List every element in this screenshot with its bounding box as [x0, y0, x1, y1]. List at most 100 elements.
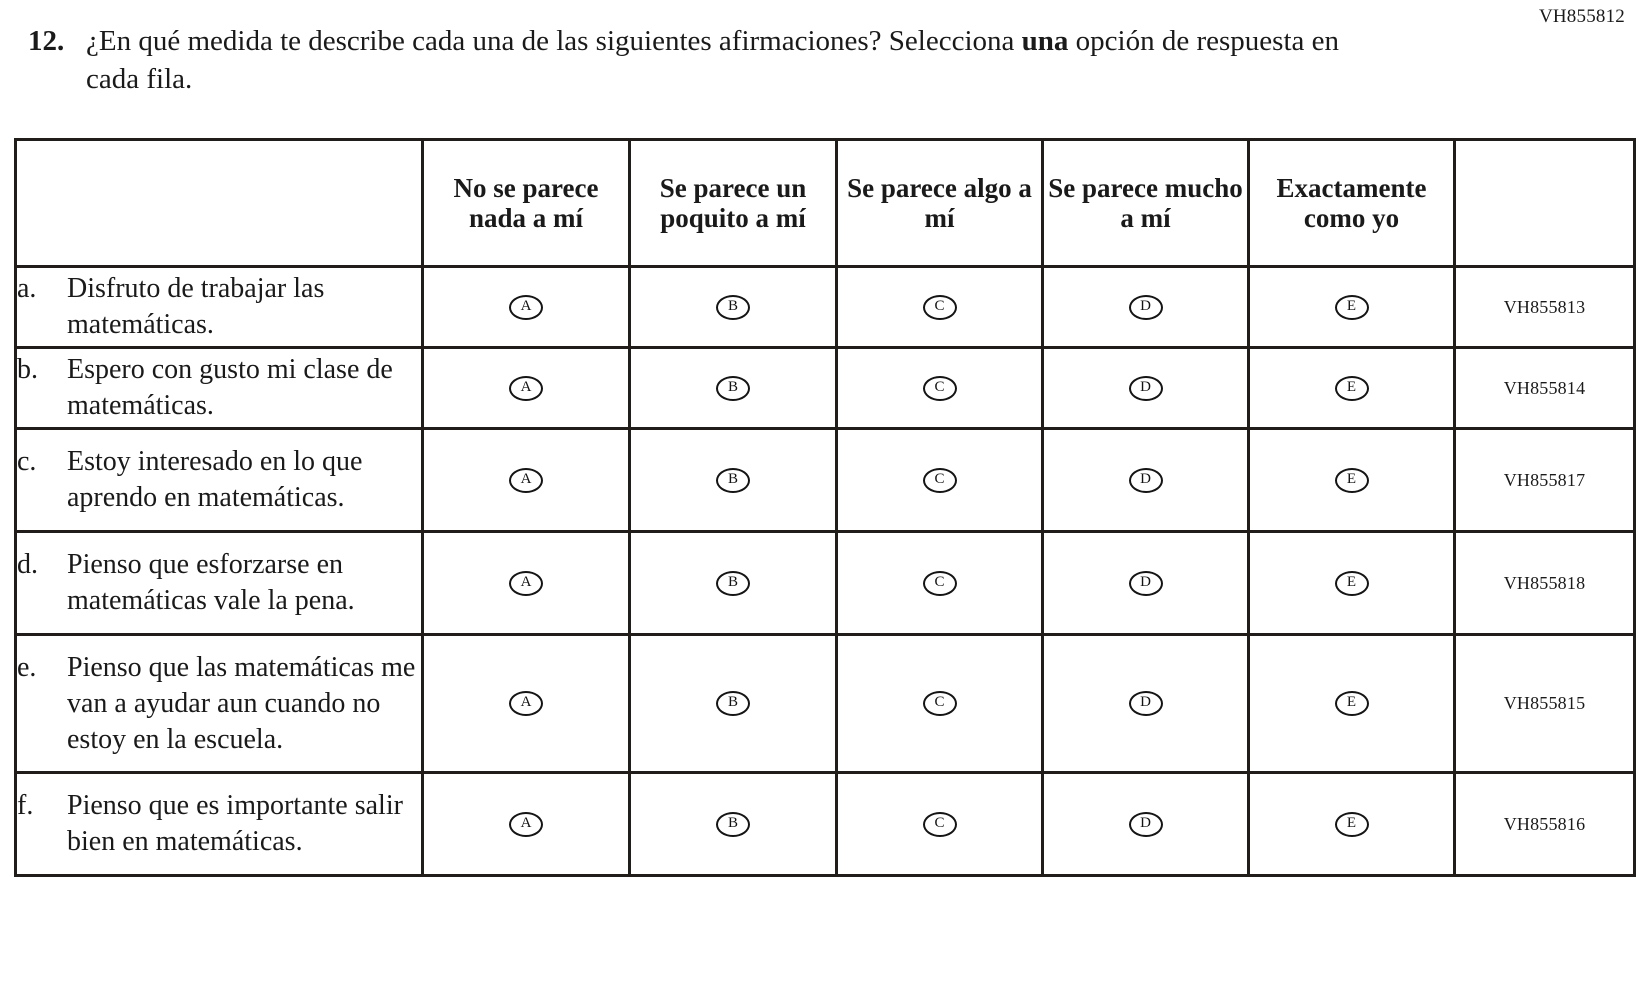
radio-bubble-f-E[interactable]: E — [1334, 811, 1369, 837]
statement-letter-a: a. — [17, 273, 37, 304]
radio-bubble-e-A[interactable]: A — [509, 691, 543, 716]
option-cell-e-3[interactable]: C — [835, 633, 1044, 774]
option-cell-b-4[interactable]: D — [1041, 346, 1250, 430]
radio-bubble-a-E[interactable]: E — [1334, 294, 1369, 320]
statement-text-d: Pienso que esforzarse en matemáticas val… — [67, 549, 355, 616]
question-text: ¿En qué medida te describe cada una de l… — [86, 22, 1386, 98]
item-code-e: VH855815 — [1453, 633, 1636, 774]
option-cell-c-4[interactable]: D — [1041, 427, 1250, 533]
statement-text-c: Estoy interesado en lo que aprendo en ma… — [67, 446, 363, 513]
table-row: e. Pienso que las matemáticas me van a a… — [14, 633, 1636, 774]
option-cell-f-4[interactable]: D — [1041, 771, 1250, 877]
option-cell-d-4[interactable]: D — [1041, 530, 1250, 636]
header-code-column — [1453, 138, 1636, 268]
statement-text-e: Pienso que las matemáticas me van a ayud… — [67, 651, 416, 755]
radio-bubble-c-B[interactable]: B — [716, 467, 750, 493]
table-body: a. Disfruto de trabajar las matemáticas.… — [14, 265, 1636, 877]
radio-bubble-a-B[interactable]: B — [716, 294, 750, 320]
header-option-3: Se parece algo a mí — [835, 138, 1044, 268]
radio-bubble-d-C[interactable]: C — [922, 570, 957, 596]
option-cell-e-5[interactable]: E — [1247, 633, 1456, 774]
option-cell-c-2[interactable]: B — [628, 427, 838, 533]
option-cell-d-2[interactable]: B — [628, 530, 838, 636]
radio-bubble-c-D[interactable]: D — [1128, 467, 1163, 493]
option-cell-b-2[interactable]: B — [628, 346, 838, 430]
radio-bubble-f-A[interactable]: A — [509, 811, 543, 837]
radio-bubble-d-A[interactable]: A — [509, 570, 543, 596]
table-row: d. Pienso que esforzarse en matemáticas … — [14, 530, 1636, 636]
radio-bubble-b-B[interactable]: B — [716, 375, 750, 401]
radio-bubble-c-A[interactable]: A — [509, 467, 543, 493]
statement-text-b: Espero con gusto mi clase de matemáticas… — [67, 354, 393, 421]
radio-bubble-c-C[interactable]: C — [922, 467, 957, 493]
option-cell-f-3[interactable]: C — [835, 771, 1044, 877]
radio-bubble-d-E[interactable]: E — [1334, 570, 1369, 596]
statement-letter-e: e. — [17, 651, 37, 683]
radio-bubble-e-E[interactable]: E — [1334, 691, 1369, 716]
statement-cell-d: d. Pienso que esforzarse en matemáticas … — [14, 530, 424, 636]
question-stem: 12. ¿En qué medida te describe cada una … — [28, 22, 1428, 98]
radio-bubble-b-A[interactable]: A — [509, 375, 543, 401]
table-row: a. Disfruto de trabajar las matemáticas.… — [14, 265, 1636, 349]
header-option-4: Se parece mucho a mí — [1041, 138, 1250, 268]
statement-cell-f: f. Pienso que es importante salir bien e… — [14, 771, 424, 877]
option-cell-a-5[interactable]: E — [1247, 265, 1456, 349]
option-cell-c-3[interactable]: C — [835, 427, 1044, 533]
table-row: f. Pienso que es importante salir bien e… — [14, 771, 1636, 877]
option-cell-e-1[interactable]: A — [421, 633, 631, 774]
option-cell-b-5[interactable]: E — [1247, 346, 1456, 430]
option-cell-e-4[interactable]: D — [1041, 633, 1250, 774]
item-code-f: VH855816 — [1453, 771, 1636, 877]
page-item-code: VH855812 — [1538, 6, 1625, 27]
statement-text-a: Disfruto de trabajar las matemáticas. — [67, 273, 325, 340]
option-cell-a-4[interactable]: D — [1041, 265, 1250, 349]
radio-bubble-a-A[interactable]: A — [509, 294, 543, 320]
header-row: No se parece nada a mí Se parece un poqu… — [14, 138, 1636, 268]
radio-bubble-c-E[interactable]: E — [1334, 467, 1369, 493]
option-cell-a-2[interactable]: B — [628, 265, 838, 349]
option-cell-e-2[interactable]: B — [628, 633, 838, 774]
item-code-b: VH855814 — [1453, 346, 1636, 430]
option-cell-d-1[interactable]: A — [421, 530, 631, 636]
option-cell-d-3[interactable]: C — [835, 530, 1044, 636]
statement-text-f: Pienso que es importante salir bien en m… — [67, 790, 403, 857]
statement-letter-f: f. — [17, 790, 34, 821]
radio-bubble-f-B[interactable]: B — [716, 811, 750, 837]
option-cell-f-5[interactable]: E — [1247, 771, 1456, 877]
option-cell-c-5[interactable]: E — [1247, 427, 1456, 533]
question-number: 12. — [28, 25, 65, 57]
header-option-1: No se parece nada a mí — [421, 138, 631, 268]
table-header: No se parece nada a mí Se parece un poqu… — [14, 138, 1636, 268]
table-row: b. Espero con gusto mi clase de matemáti… — [14, 346, 1636, 430]
option-cell-a-1[interactable]: A — [421, 265, 631, 349]
radio-bubble-f-D[interactable]: D — [1128, 811, 1163, 837]
radio-bubble-b-D[interactable]: D — [1128, 375, 1163, 401]
statement-cell-a: a. Disfruto de trabajar las matemáticas. — [14, 265, 424, 349]
item-code-d: VH855818 — [1453, 530, 1636, 636]
option-cell-b-1[interactable]: A — [421, 346, 631, 430]
option-cell-f-2[interactable]: B — [628, 771, 838, 877]
option-cell-b-3[interactable]: C — [835, 346, 1044, 430]
statement-cell-e: e. Pienso que las matemáticas me van a a… — [14, 633, 424, 774]
radio-bubble-e-B[interactable]: B — [716, 691, 750, 716]
item-code-c: VH855817 — [1453, 427, 1636, 533]
option-cell-a-3[interactable]: C — [835, 265, 1044, 349]
header-statement-column — [14, 138, 424, 268]
radio-bubble-b-C[interactable]: C — [922, 375, 957, 401]
option-cell-f-1[interactable]: A — [421, 771, 631, 877]
radio-bubble-d-D[interactable]: D — [1128, 570, 1163, 596]
statement-letter-d: d. — [17, 549, 38, 580]
radio-bubble-b-E[interactable]: E — [1334, 375, 1369, 401]
radio-bubble-e-D[interactable]: D — [1128, 691, 1163, 716]
table-row: c. Estoy interesado en lo que aprendo en… — [14, 427, 1636, 533]
option-cell-c-1[interactable]: A — [421, 427, 631, 533]
radio-bubble-f-C[interactable]: C — [922, 811, 957, 837]
likert-matrix-table: No se parece nada a mí Se parece un poqu… — [14, 138, 1636, 877]
radio-bubble-a-C[interactable]: C — [922, 294, 957, 320]
option-cell-d-5[interactable]: E — [1247, 530, 1456, 636]
radio-bubble-e-C[interactable]: C — [922, 691, 957, 716]
radio-bubble-d-B[interactable]: B — [716, 570, 750, 596]
statement-cell-c: c. Estoy interesado en lo que aprendo en… — [14, 427, 424, 533]
header-option-5: Exactamente como yo — [1247, 138, 1456, 268]
radio-bubble-a-D[interactable]: D — [1128, 294, 1163, 320]
